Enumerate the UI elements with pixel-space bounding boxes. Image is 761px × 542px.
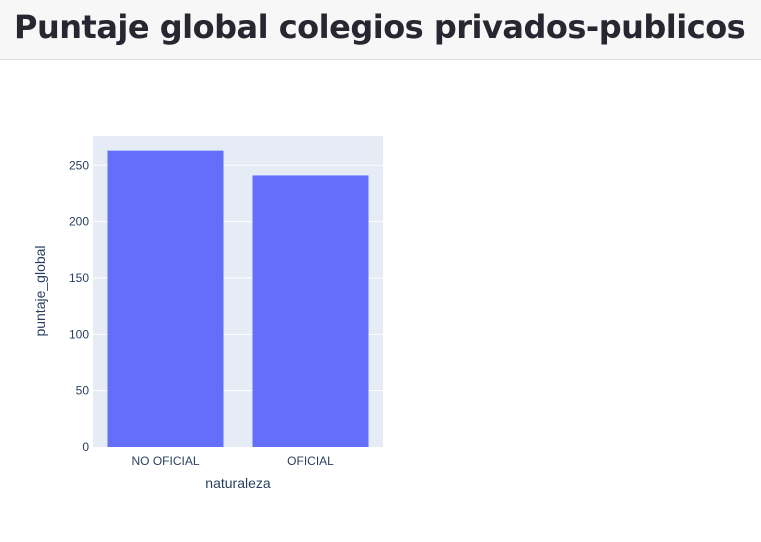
y-tick-labels: 0 50 100 150 200 250 (69, 158, 89, 454)
x-axis-label: naturaleza (205, 475, 271, 491)
x-tick-label: NO OFICIAL (131, 454, 199, 468)
y-tick-label: 0 (82, 440, 89, 454)
y-tick-label: 50 (76, 384, 90, 398)
chart-container: 0 50 100 150 200 250 NO OFICIAL OFICIAL natura… (0, 61, 761, 537)
bar-no-oficial[interactable] (107, 150, 224, 447)
y-tick-label: 100 (69, 327, 89, 341)
bar-chart: 0 50 100 150 200 250 NO OFICIAL OFICIAL natura… (32, 136, 383, 491)
y-tick-label: 250 (69, 158, 89, 172)
page-title: Puntaje global colegios privados-publico… (14, 8, 746, 46)
y-tick-label: 150 (69, 271, 89, 285)
y-axis-label: puntaje_global (32, 245, 48, 336)
bar-oficial[interactable] (252, 175, 369, 447)
x-tick-labels: NO OFICIAL OFICIAL (131, 454, 334, 468)
x-tick-label: OFICIAL (287, 454, 334, 468)
bars (107, 150, 369, 447)
page-header: Puntaje global colegios privados-publico… (0, 0, 761, 60)
y-tick-label: 200 (69, 215, 89, 229)
